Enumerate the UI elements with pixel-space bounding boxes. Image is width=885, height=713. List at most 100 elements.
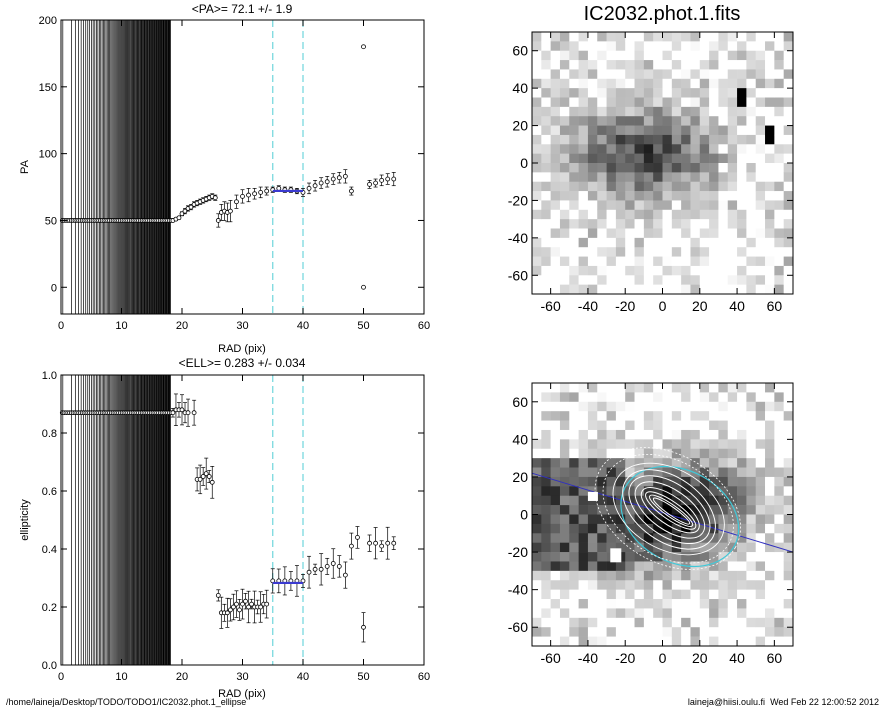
isophote-ellipse — [602, 454, 734, 564]
image-pixel — [774, 256, 784, 267]
image-pixel — [606, 420, 617, 431]
x-tick-label: 20 — [692, 298, 708, 314]
image-pixel — [606, 134, 617, 145]
image-pixel — [606, 219, 617, 229]
image-pixel — [606, 237, 617, 248]
image-pixel — [532, 467, 542, 478]
image-pixel — [774, 608, 784, 619]
image-pixel — [783, 219, 794, 229]
image-pixel — [681, 191, 691, 201]
image-pixel — [774, 617, 784, 628]
data-point — [355, 535, 360, 540]
image-pixel — [783, 50, 794, 61]
image-pixel — [765, 200, 775, 211]
image-pixel — [709, 228, 719, 239]
image-pixel — [625, 125, 635, 136]
image-pixel — [662, 495, 673, 506]
image-pixel — [718, 486, 729, 497]
image-pixel — [625, 401, 635, 412]
image-pixel — [550, 219, 561, 229]
y-tick-label: 100 — [39, 149, 57, 161]
image-pixel — [532, 505, 542, 515]
image-pixel — [699, 209, 710, 220]
image-pixel — [774, 580, 784, 590]
image-pixel — [746, 284, 757, 295]
image-pixel — [690, 181, 701, 192]
image-pixel — [569, 284, 579, 295]
image-pixel — [532, 32, 542, 42]
image-pixel — [699, 247, 710, 257]
image-pixel — [634, 163, 645, 173]
image-pixel — [709, 284, 719, 295]
image-pixel — [643, 181, 654, 192]
image-pixel — [541, 191, 551, 201]
image-pixel — [634, 476, 645, 487]
image-pixel — [727, 247, 738, 257]
y-tick-label: 0 — [51, 282, 57, 294]
image-pixel — [532, 561, 542, 572]
image-pixel — [541, 467, 551, 478]
image-pixel — [578, 144, 589, 154]
image-pixel — [606, 88, 617, 98]
image-pixel — [765, 439, 775, 450]
image-pixel — [681, 116, 691, 126]
image-pixel — [597, 401, 607, 412]
image-pixel — [634, 78, 645, 89]
image-pixel — [765, 275, 775, 285]
image-pixel — [541, 636, 551, 647]
image-pixel — [755, 256, 766, 267]
image-pixel — [737, 589, 747, 600]
image-pixel — [765, 486, 775, 497]
image-pixel — [718, 247, 729, 257]
image-pixel — [783, 448, 794, 459]
image-pixel — [634, 617, 645, 628]
image-pixel — [653, 383, 663, 393]
y-tick-label: -20 — [508, 544, 528, 560]
image-pixel — [755, 172, 766, 183]
image-pixel — [718, 476, 729, 487]
image-pixel — [578, 50, 589, 61]
image-pixel — [606, 467, 617, 478]
image-pixel — [690, 552, 701, 562]
image-pixel — [578, 153, 589, 164]
image-pixel — [541, 88, 551, 98]
image-pixel — [737, 247, 747, 257]
image-pixel — [550, 495, 561, 506]
image-pixel — [690, 542, 701, 553]
image-pixel — [774, 570, 784, 581]
image-pixel — [653, 247, 663, 257]
image-pixel — [746, 570, 757, 581]
image-pixel — [681, 88, 691, 98]
image-pixel — [709, 505, 719, 515]
image-pixel — [569, 486, 579, 497]
image-pixel — [569, 219, 579, 229]
image-pixel — [541, 401, 551, 412]
data-point — [330, 176, 336, 182]
image-pixel — [709, 32, 719, 42]
image-pixel — [606, 97, 617, 108]
image-pixel — [532, 209, 542, 220]
image-pixel — [755, 411, 766, 421]
image-pixel — [541, 411, 551, 421]
image-pixel — [783, 514, 794, 525]
image-pixel — [718, 523, 729, 534]
image-pixel — [709, 429, 719, 440]
image-pixel — [606, 514, 617, 525]
image-pixel — [615, 265, 626, 276]
image-pixel — [737, 608, 747, 619]
image-pixel — [559, 505, 570, 515]
data-point — [197, 476, 203, 482]
image-pixel — [643, 60, 654, 70]
image-pixel — [559, 411, 570, 421]
image-pixel — [643, 429, 654, 440]
image-pixel — [727, 608, 738, 619]
image-pixel — [541, 116, 551, 126]
image-pixel — [597, 237, 607, 248]
image-pixel — [559, 256, 570, 267]
image-pixel — [755, 636, 766, 647]
image-pixel — [690, 599, 701, 609]
image-pixel — [671, 636, 682, 647]
image-pixel — [643, 237, 654, 248]
image-pixel — [578, 617, 589, 628]
